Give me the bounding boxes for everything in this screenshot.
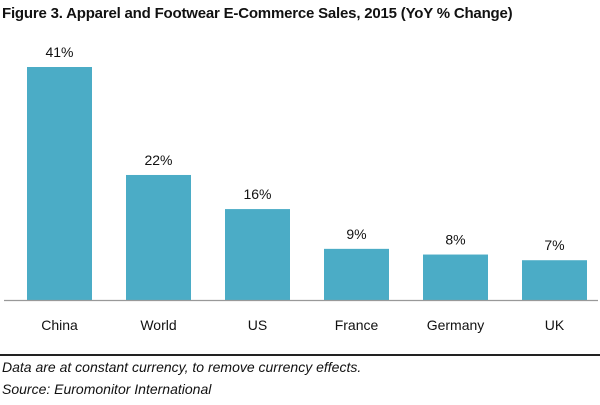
footnote-source: Source: Euromonitor International xyxy=(2,381,212,397)
x-tick-label: China xyxy=(41,317,78,333)
data-label: 9% xyxy=(346,226,366,242)
footnote-divider xyxy=(0,354,600,356)
data-label: 16% xyxy=(243,186,271,202)
x-tick-label: France xyxy=(335,317,379,333)
bar-china xyxy=(27,67,92,300)
footnote-note: Data are at constant currency, to remove… xyxy=(2,359,362,375)
data-label: 8% xyxy=(445,232,465,248)
bar-us xyxy=(225,209,290,300)
data-label: 7% xyxy=(544,237,564,253)
x-tick-label: Germany xyxy=(427,317,485,333)
bar-france xyxy=(324,248,389,300)
x-tick-label: US xyxy=(248,317,267,333)
x-tick-label: UK xyxy=(545,317,565,333)
bar-germany xyxy=(423,254,488,300)
bar-chart: 41% China 22% World 16% US 9% France 8% Germany 7%… xyxy=(4,44,598,333)
chart-title: Figure 3. Apparel and Footwear E-Commerc… xyxy=(2,5,513,22)
x-tick-label: World xyxy=(140,317,176,333)
bar-world xyxy=(126,174,191,300)
bar-uk xyxy=(522,260,587,300)
data-label: 22% xyxy=(144,152,172,168)
data-label: 41% xyxy=(45,44,73,60)
